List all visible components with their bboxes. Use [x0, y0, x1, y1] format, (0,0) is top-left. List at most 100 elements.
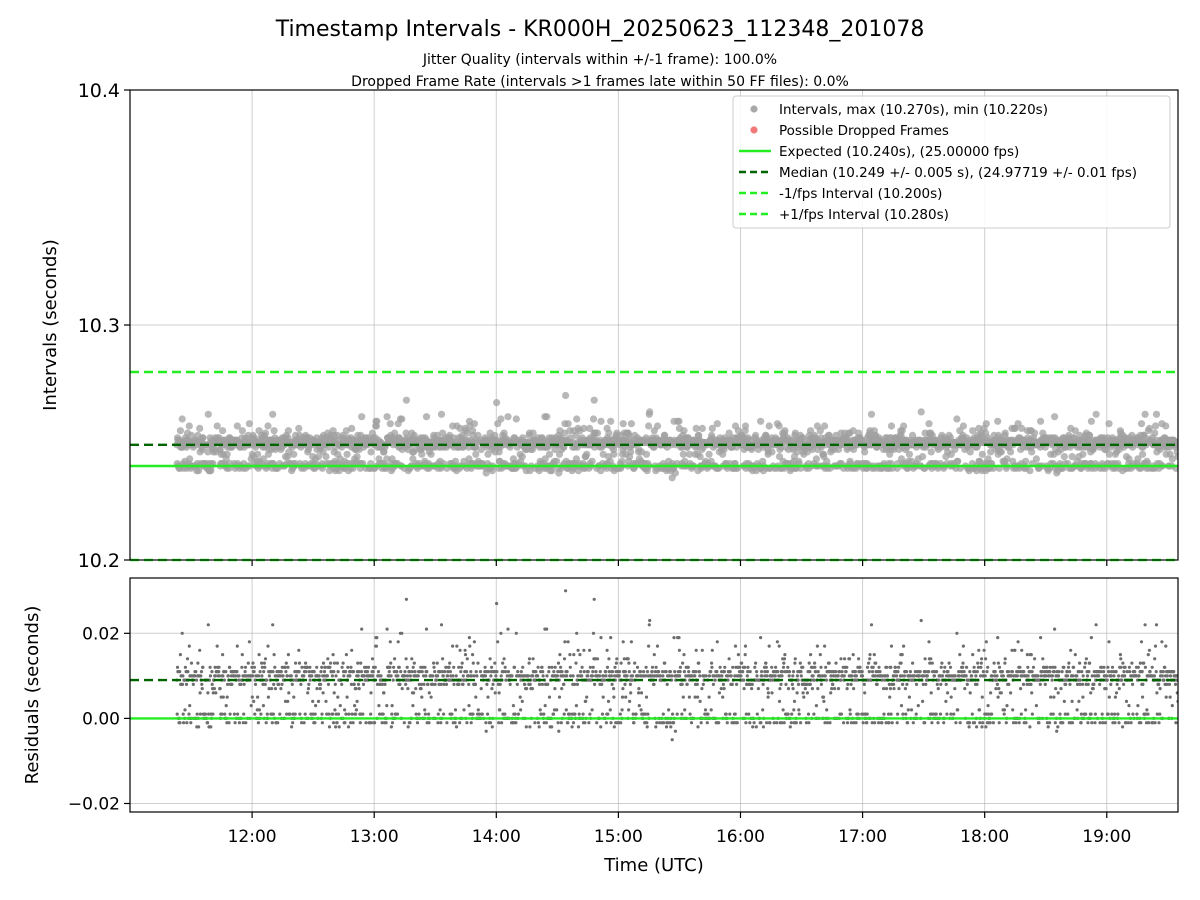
residual-point [923, 721, 927, 725]
residual-point [580, 674, 584, 678]
residual-point [297, 661, 302, 665]
residual-point [406, 725, 410, 729]
residual-point [694, 648, 698, 652]
residual-point [845, 687, 849, 691]
residual-point [612, 725, 616, 729]
residual-point [652, 682, 656, 687]
residual-point [764, 661, 768, 665]
residual-point [777, 644, 781, 648]
residual-point [710, 665, 714, 669]
residual-point [557, 695, 562, 699]
residual-point [655, 644, 660, 648]
residual-point [797, 712, 801, 716]
interval-point [680, 427, 688, 435]
residual-point [760, 670, 764, 674]
residual-point [536, 665, 540, 669]
residual-point [305, 665, 309, 669]
residual-point [324, 699, 328, 704]
residual-point [178, 721, 182, 725]
residual-point [471, 661, 475, 665]
residual-point [782, 657, 787, 661]
residual-point [810, 687, 815, 691]
residual-point [805, 682, 809, 687]
residual-point [249, 704, 253, 708]
residual-point [697, 661, 701, 665]
residual-point [639, 691, 644, 695]
residual-point [405, 674, 410, 678]
residual-point [404, 682, 408, 687]
residual-point [610, 670, 615, 674]
top-y-tick-label: 10.3 [78, 315, 120, 337]
residual-point [812, 712, 816, 716]
residual-point [795, 674, 800, 678]
residual-point [863, 691, 867, 695]
residual-point [620, 695, 625, 699]
residual-point [321, 661, 326, 665]
interval-point [185, 422, 193, 430]
residual-point [327, 712, 331, 716]
residual-point [495, 601, 499, 606]
residual-point [854, 721, 858, 725]
residual-point [471, 712, 475, 716]
residual-point [251, 661, 255, 665]
residual-point [941, 674, 945, 678]
residual-point [457, 682, 461, 687]
residual-point [583, 721, 587, 725]
residual-point [444, 665, 448, 669]
residual-point [472, 674, 476, 678]
residual-point [850, 674, 854, 678]
residual-point [907, 695, 912, 699]
residual-point [819, 665, 823, 669]
residual-point [408, 674, 412, 678]
residual-point [711, 682, 716, 687]
residual-point [469, 670, 473, 674]
residual-point [270, 687, 274, 691]
residual-point [824, 678, 829, 682]
residual-point [560, 687, 564, 691]
interval-point [781, 427, 789, 435]
residual-point [284, 670, 288, 674]
residual-point [688, 712, 692, 716]
residual-point [669, 725, 673, 729]
residual-point [536, 721, 541, 725]
residual-point [488, 657, 492, 661]
residual-point [904, 670, 909, 674]
residual-point [392, 665, 396, 669]
residual-point [270, 721, 274, 725]
residual-point [892, 687, 896, 691]
residual-point [423, 712, 427, 716]
residual-point [240, 665, 244, 669]
residual-point [744, 712, 748, 716]
residual-point [297, 648, 301, 652]
residual-point [869, 678, 873, 682]
residual-point [555, 708, 559, 712]
residual-point [320, 712, 324, 716]
interval-point [219, 427, 227, 435]
residual-point [178, 670, 182, 674]
residual-point [916, 704, 920, 708]
residual-point [599, 636, 603, 640]
residual-point [438, 670, 442, 674]
interval-point [386, 420, 394, 428]
residual-point [562, 682, 566, 687]
residual-point [880, 721, 884, 725]
residual-point [498, 682, 502, 687]
residual-point [242, 712, 246, 716]
residual-point [539, 712, 543, 716]
residual-point [598, 670, 602, 674]
interval-point [653, 422, 662, 430]
interval-point [529, 429, 537, 437]
residual-point [808, 682, 812, 687]
residual-point [545, 674, 549, 678]
residual-point [272, 682, 276, 687]
interval-point [994, 417, 1002, 425]
residual-point [493, 661, 497, 665]
residual-point [331, 712, 335, 716]
residual-point [736, 653, 741, 657]
residual-point [267, 674, 271, 678]
residual-point [467, 682, 471, 687]
residual-point [326, 657, 330, 661]
interval-point [1031, 429, 1039, 437]
residual-point [703, 708, 708, 712]
residual-point [839, 712, 844, 716]
